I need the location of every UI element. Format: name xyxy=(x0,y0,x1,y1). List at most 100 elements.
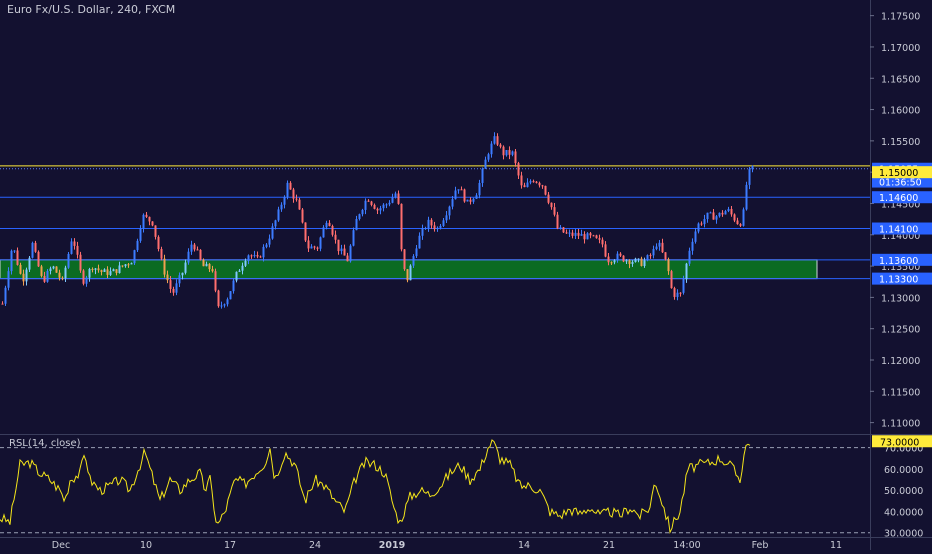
candle-body xyxy=(469,199,472,202)
candle-body xyxy=(742,209,745,226)
candle-body xyxy=(16,250,19,265)
candle-body xyxy=(544,185,547,195)
rsl-scale-label: 30.0000 xyxy=(884,529,923,540)
candle-body xyxy=(490,143,493,155)
candle-body xyxy=(643,260,646,266)
indicator-label: RSL(14, close) xyxy=(9,438,81,449)
time-axis-label: 10 xyxy=(140,540,152,550)
candle-body xyxy=(328,222,331,226)
candle-body xyxy=(22,273,25,282)
rsl-tag-label: 73.0000 xyxy=(880,437,919,448)
candle-body xyxy=(499,144,502,147)
candle-body xyxy=(13,250,16,252)
candle-body xyxy=(319,237,322,249)
candle-body xyxy=(283,196,286,205)
candle-body xyxy=(106,269,109,275)
candle-body xyxy=(217,290,220,307)
time-axis-label: 14:00 xyxy=(673,540,700,550)
candle-body xyxy=(178,275,181,284)
candle-body xyxy=(118,265,121,273)
candle-body xyxy=(586,233,589,240)
candle-body xyxy=(64,267,67,279)
candle-body xyxy=(7,271,10,288)
candle-body xyxy=(250,255,253,257)
candle-body xyxy=(136,240,139,251)
price-tag-label: 1.14600 xyxy=(879,193,918,204)
candle-body xyxy=(367,200,370,202)
candle-body xyxy=(580,234,583,236)
candle-body xyxy=(535,181,538,183)
time-axis-label: 17 xyxy=(224,540,236,550)
candle-body xyxy=(259,256,262,258)
candle-body xyxy=(76,245,79,255)
candle-body xyxy=(127,264,130,266)
candle-body xyxy=(613,260,616,263)
candle-body xyxy=(43,275,46,282)
candle-body xyxy=(160,249,163,259)
candle-body xyxy=(364,200,367,210)
candle-body xyxy=(568,232,571,234)
candle-body xyxy=(214,271,217,291)
price-tag-label: 1.13300 xyxy=(879,275,918,286)
candle-body xyxy=(526,182,529,188)
candle-body xyxy=(325,222,328,228)
price-scale-label: 1.13500 xyxy=(881,262,920,273)
candle-body xyxy=(445,215,448,221)
candle-body xyxy=(46,271,49,282)
candle-body xyxy=(721,212,724,215)
symbol-title: Euro Fx/U.S. Dollar, 240, FXCM xyxy=(7,3,176,16)
candle-body xyxy=(316,247,319,249)
candle-body xyxy=(502,146,505,156)
candle-body xyxy=(232,280,235,292)
candle-body xyxy=(67,253,70,268)
candle-body xyxy=(379,208,382,211)
candle-body xyxy=(58,272,61,278)
candle-body xyxy=(10,250,13,272)
candle-body xyxy=(508,150,511,155)
candle-body xyxy=(361,209,364,215)
candle-body xyxy=(4,287,7,304)
candle-body xyxy=(703,219,706,225)
candle-body xyxy=(301,209,304,223)
candle-body xyxy=(103,269,106,272)
candle-body xyxy=(505,150,508,156)
candle-body xyxy=(661,242,664,253)
candle-body xyxy=(115,269,118,273)
candle-body xyxy=(148,216,151,222)
candle-body xyxy=(169,280,172,289)
candle-body xyxy=(175,283,178,293)
candle-body xyxy=(262,246,265,258)
candle-body xyxy=(646,255,649,261)
candle-body xyxy=(91,269,94,271)
candle-body xyxy=(556,214,559,229)
candle-body xyxy=(370,201,373,205)
candle-body xyxy=(235,271,238,281)
candle-body xyxy=(409,265,412,281)
candle-body xyxy=(406,269,409,281)
price-scale-label: 1.12000 xyxy=(881,356,920,367)
candle-body xyxy=(493,136,496,144)
candle-body xyxy=(706,212,709,220)
candle-body xyxy=(1,303,4,305)
candle-body xyxy=(292,189,295,199)
candle-body xyxy=(286,182,289,197)
candle-body xyxy=(130,263,133,265)
candle-body xyxy=(583,234,586,240)
price-tag xyxy=(872,175,932,188)
candle-body xyxy=(436,227,439,230)
candle-body xyxy=(724,211,727,215)
candle-body xyxy=(487,154,490,160)
candle-body xyxy=(565,232,568,234)
candle-body xyxy=(229,291,232,300)
candle-body xyxy=(97,268,100,271)
price-scale-label: 1.16000 xyxy=(881,106,920,117)
candle-body xyxy=(88,269,91,278)
candle-body xyxy=(559,227,562,229)
candle-body xyxy=(238,270,241,272)
candle-body xyxy=(121,265,124,267)
candle-body xyxy=(37,251,40,267)
candle-body xyxy=(619,253,622,256)
candle-body xyxy=(427,219,430,229)
